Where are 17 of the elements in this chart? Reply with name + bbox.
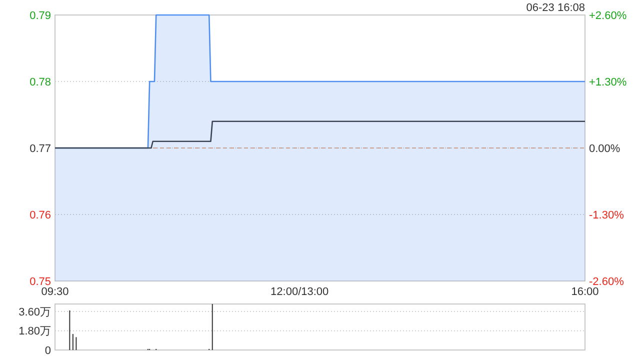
- y-tick-label: 1.80万: [18, 326, 51, 338]
- y-tick-label: 0.78: [30, 76, 51, 88]
- y-tick-label: 0: [44, 345, 51, 357]
- text: 06-23 16:08: [526, 2, 585, 14]
- x-tick-label: 12:00/13:00: [270, 286, 329, 298]
- x-tick-label: 09:30: [41, 286, 69, 298]
- y-tick-label: 0.76: [30, 210, 51, 222]
- y-tick-label: 3.60万: [18, 306, 51, 318]
- y-tick-label: 0.77: [30, 143, 51, 155]
- y-tick-label: 0.75: [30, 276, 51, 288]
- x-tick-label: 16:00: [571, 286, 599, 298]
- y2-tick-label: -1.30%: [589, 210, 624, 222]
- y2-tick-label: 0.00%: [589, 143, 620, 155]
- y-tick-label: 0.79: [30, 10, 51, 22]
- y2-tick-label: +2.60%: [589, 10, 627, 22]
- y2-tick-label: -2.60%: [589, 276, 624, 288]
- y2-tick-label: +1.30%: [589, 76, 627, 88]
